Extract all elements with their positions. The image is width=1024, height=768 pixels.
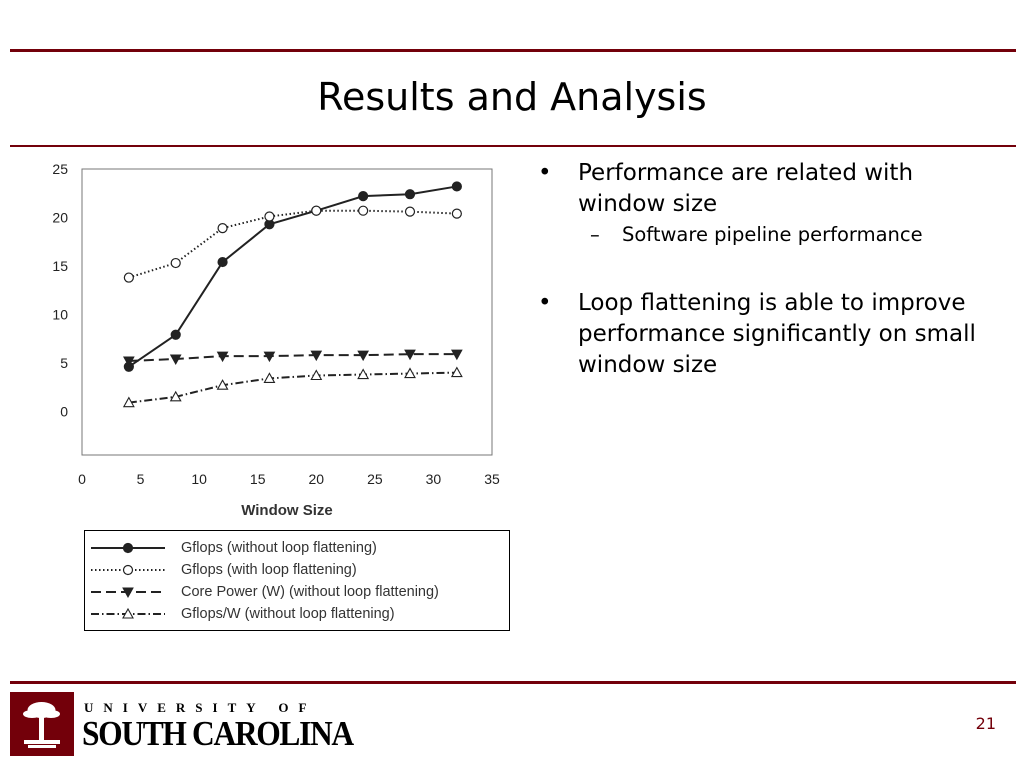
series-4-point	[450, 366, 463, 378]
legend-swatch	[91, 607, 165, 619]
legend-item: Gflops/W (without loop flattening)	[85, 603, 509, 625]
bullet-text: Loop flattening is able to improve perfo…	[578, 290, 976, 378]
series-1-point	[170, 329, 181, 340]
series-1-point	[358, 191, 369, 202]
plot-area	[81, 168, 493, 456]
sub-bullet-text: Software pipeline performance	[622, 223, 923, 246]
bullet-dot-icon: •	[538, 290, 552, 316]
chart-svg: 0 5 10 15 20 25 0 5 10 15 20 25 30 35 Window Size	[52, 161, 500, 519]
series-3-point	[310, 350, 323, 362]
legend-swatch	[91, 564, 165, 576]
line-chart: 0 5 10 15 20 25 0 5 10 15 20 25 30 35 Window Size	[40, 155, 520, 525]
palmetto-tree-icon	[10, 692, 74, 756]
sub-bullet-item: – Software pipeline performance	[530, 220, 1000, 250]
bullet-item: • Performance are related with window siz…	[530, 158, 1000, 220]
dash-icon: –	[590, 223, 600, 246]
legend-item: Core Power (W) (without loop flattening)	[85, 581, 509, 603]
series-4-point	[357, 368, 370, 380]
bullet-item: • Loop flattening is able to improve perf…	[530, 288, 1000, 381]
series-line-2	[128, 209, 457, 279]
top-rule	[10, 49, 1016, 52]
x-tick-label: 5	[137, 471, 145, 487]
y-tick-label: 5	[60, 355, 68, 371]
chart-legend: Gflops (without loop flattening) Gflops (…	[84, 530, 510, 631]
bullet-spacer	[530, 250, 1000, 288]
series-2-point	[311, 205, 322, 216]
x-axis-title: Window Size	[241, 502, 333, 519]
logo-university-text: UNIVERSITY OF	[84, 700, 317, 715]
logo-south-carolina-text: SOUTH CAROLINA	[82, 714, 354, 753]
series-3-point	[404, 349, 416, 361]
legend-label: Core Power (W) (without loop flattening)	[181, 584, 439, 600]
series-4-point	[169, 390, 182, 402]
legend-swatch	[91, 542, 165, 554]
x-tick-label: 30	[426, 471, 442, 487]
series-4-point	[122, 396, 135, 408]
series-2-point	[170, 257, 181, 269]
legend-label: Gflops/W (without loop flattening)	[181, 606, 395, 622]
series-3-point	[451, 349, 463, 361]
bullet-dot-icon: •	[538, 160, 552, 186]
series-1-point	[217, 256, 228, 268]
series-3-point	[169, 354, 182, 366]
series-1-point	[451, 181, 462, 192]
x-tick-label: 15	[250, 471, 266, 487]
series-line-1	[128, 185, 458, 368]
legend-item: Gflops (without loop flattening)	[85, 537, 509, 559]
y-tick-label: 0	[60, 403, 68, 419]
series-4-point	[310, 369, 323, 381]
y-tick-label: 10	[52, 306, 68, 322]
footer-rule	[10, 681, 1016, 684]
series-3-point	[263, 351, 276, 363]
y-tick-label: 20	[52, 209, 68, 225]
series-2-point	[264, 211, 275, 222]
x-tick-label: 0	[78, 471, 86, 487]
legend-label: Gflops (with loop flattening)	[181, 562, 357, 578]
x-tick-label: 10	[191, 471, 207, 487]
series-line-3	[128, 353, 457, 362]
x-tick-label: 25	[367, 471, 383, 487]
legend-label: Gflops (without loop flattening)	[181, 540, 377, 556]
bullet-list: • Performance are related with window siz…	[530, 158, 1000, 381]
bullet-text: Performance are related with window size	[578, 160, 914, 217]
legend-marker	[122, 607, 134, 619]
series-3-point	[216, 351, 229, 363]
y-tick-label: 25	[52, 161, 68, 177]
x-tick-label: 35	[484, 471, 500, 487]
series-2-point	[358, 205, 369, 216]
legend-swatch	[91, 587, 165, 599]
legend-marker	[122, 542, 134, 554]
slide-title: Results and Analysis	[317, 75, 707, 119]
series-2-point	[123, 272, 134, 283]
series-4-point	[404, 367, 416, 379]
series-2-point	[217, 223, 228, 234]
series-3-point	[357, 350, 369, 362]
series-4-point	[216, 379, 229, 390]
legend-marker	[122, 587, 134, 599]
title-rule	[10, 145, 1016, 147]
x-tick-label: 20	[308, 471, 324, 487]
series-line-4	[128, 371, 457, 404]
page-number: 21	[975, 714, 996, 733]
series-1-point	[404, 189, 416, 200]
series-2-point	[404, 206, 416, 217]
series-3-point	[123, 356, 135, 367]
series-4-point	[263, 372, 276, 383]
series-2-point	[451, 208, 462, 219]
legend-item: Gflops (with loop flattening)	[85, 559, 509, 581]
university-logo: UNIVERSITY OF SOUTH CAROLINA	[10, 692, 354, 758]
legend-marker	[122, 564, 134, 576]
y-tick-label: 15	[52, 258, 68, 274]
